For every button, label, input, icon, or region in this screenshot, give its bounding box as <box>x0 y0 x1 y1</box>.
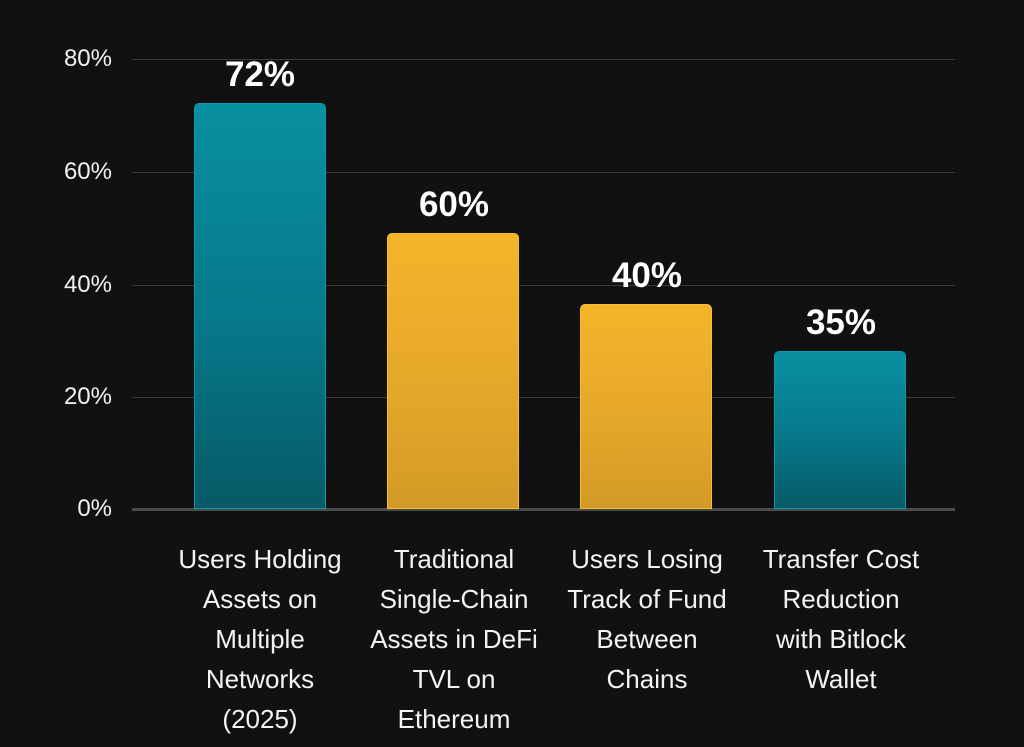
y-tick-40: 40% <box>63 271 112 298</box>
bar-transfer-cost-reduction <box>774 351 906 509</box>
x-axis-baseline <box>132 508 955 511</box>
y-tick-0: 0% <box>77 495 112 522</box>
gridline-80 <box>132 59 955 60</box>
bar-single-chain-assets <box>387 233 519 509</box>
bar-users-losing-track <box>580 304 712 509</box>
gridline-60 <box>132 172 955 173</box>
y-tick-80: 80% <box>63 45 112 72</box>
x-label: Users Losing Track of Fund Between Chain… <box>567 544 727 694</box>
y-tick-60: 60% <box>63 158 112 185</box>
bar-value-label: 72% <box>224 55 296 94</box>
bar-value-label: 35% <box>805 303 877 342</box>
bar-value-label: 60% <box>418 185 490 224</box>
x-label: Transfer Cost Reduction with Bitlock Wal… <box>762 544 920 694</box>
x-label: Users Holding Assets on Multiple Network… <box>178 544 342 734</box>
bar-value-label: 40% <box>611 256 683 295</box>
y-tick-20: 20% <box>63 383 112 410</box>
gridline-20 <box>132 397 955 398</box>
bar-users-holding-assets <box>194 103 326 509</box>
gridline-40 <box>132 285 955 286</box>
x-label: Traditional Single-Chain Assets in DeFi … <box>370 544 538 734</box>
